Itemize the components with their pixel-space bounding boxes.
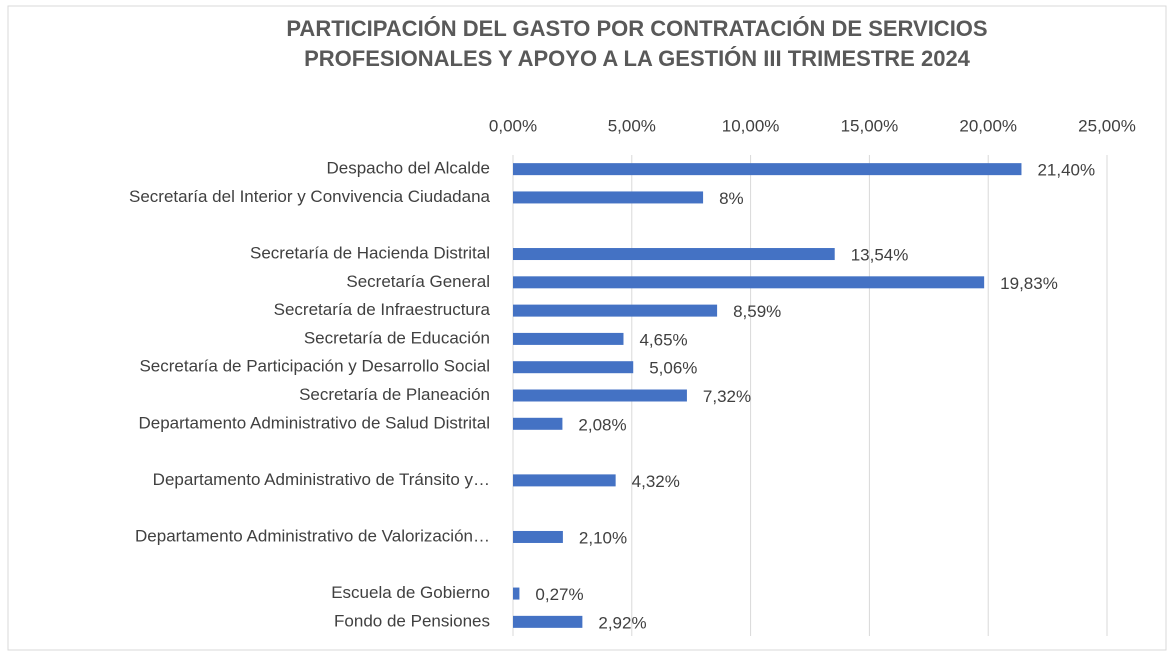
y-tick-label: Despacho del Alcalde — [326, 159, 490, 178]
chart-title: PARTICIPACIÓN DEL GASTO POR CONTRATACIÓN… — [286, 16, 987, 41]
y-tick-label: Secretaría de Participación y Desarrollo… — [139, 357, 490, 376]
bar — [513, 389, 687, 402]
x-tick-label: 0,00% — [489, 116, 537, 135]
y-tick-label: Secretaría General — [346, 272, 490, 291]
data-label: 13,54% — [851, 246, 909, 265]
data-label: 0,27% — [535, 585, 583, 604]
bar — [513, 417, 563, 430]
y-tick-label: Secretaría de Educación — [304, 328, 490, 347]
bar — [513, 587, 520, 600]
bar — [513, 191, 704, 204]
bar — [513, 163, 1022, 176]
chart-title: PROFESIONALES Y APOYO A LA GESTIÓN III T… — [304, 46, 971, 71]
y-tick-label: Escuela de Gobierno — [331, 583, 490, 602]
y-tick-label: Secretaría de Infraestructura — [274, 300, 491, 319]
y-tick-label: Departamento Administrativo de Tránsito … — [153, 470, 490, 489]
data-label: 19,83% — [1000, 274, 1058, 293]
x-tick-label: 10,00% — [722, 116, 780, 135]
data-label: 2,92% — [598, 613, 646, 632]
y-tick-label: Departamento Administrativo de Valorizac… — [135, 526, 490, 545]
x-tick-label: 25,00% — [1078, 116, 1136, 135]
data-label: 2,10% — [579, 528, 627, 547]
data-label: 2,08% — [578, 415, 626, 434]
data-label: 8% — [719, 189, 744, 208]
y-tick-label: Fondo de Pensiones — [334, 611, 490, 630]
x-tick-label: 15,00% — [841, 116, 899, 135]
x-tick-label: 5,00% — [608, 116, 656, 135]
x-tick-label: 20,00% — [959, 116, 1017, 135]
data-label: 4,65% — [639, 330, 687, 349]
bar — [513, 304, 718, 317]
bar — [513, 276, 985, 289]
data-label: 8,59% — [733, 302, 781, 321]
chart-frame — [7, 5, 1167, 651]
data-label: 7,32% — [703, 387, 751, 406]
bar — [513, 332, 624, 345]
y-tick-label: Secretaría de Planeación — [299, 385, 490, 404]
data-label: 5,06% — [649, 359, 697, 378]
bar — [513, 248, 835, 261]
y-tick-label: Secretaría de Hacienda Distrital — [250, 244, 490, 263]
bar — [513, 615, 583, 628]
data-label: 4,32% — [632, 472, 680, 491]
data-label: 21,40% — [1037, 161, 1095, 180]
y-tick-label: Secretaría del Interior y Convivencia Ci… — [129, 187, 491, 206]
bar — [513, 361, 634, 374]
bar — [513, 474, 616, 487]
bar — [513, 530, 563, 543]
y-tick-label: Departamento Administrativo de Salud Dis… — [139, 413, 491, 432]
